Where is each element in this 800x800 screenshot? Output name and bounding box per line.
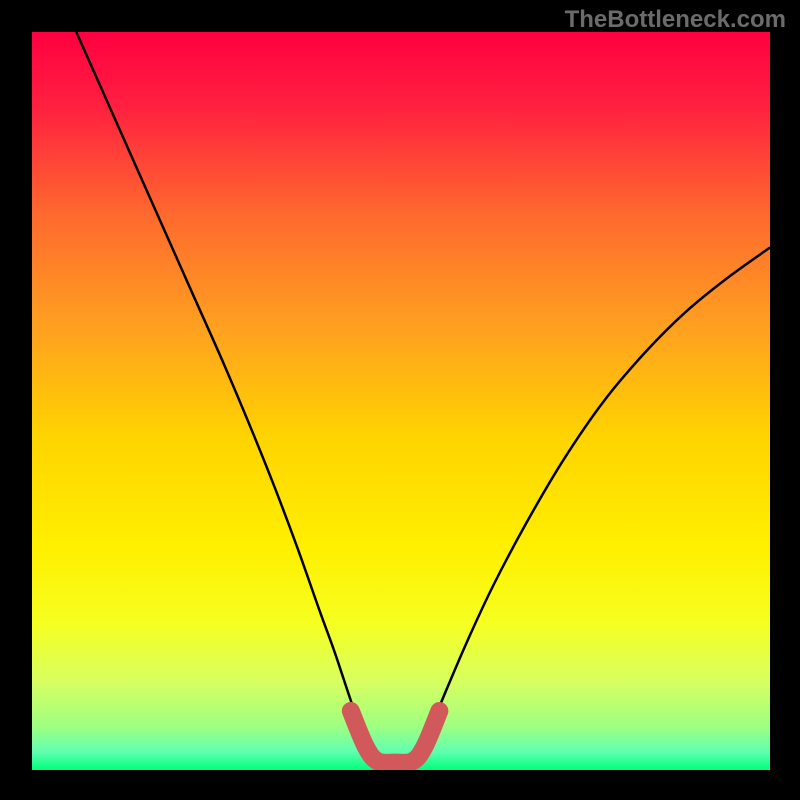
- chart-frame: TheBottleneck.com: [0, 0, 800, 800]
- chart-svg: [32, 32, 770, 770]
- bottleneck-chart: [32, 32, 770, 770]
- watermark-text: TheBottleneck.com: [565, 6, 786, 34]
